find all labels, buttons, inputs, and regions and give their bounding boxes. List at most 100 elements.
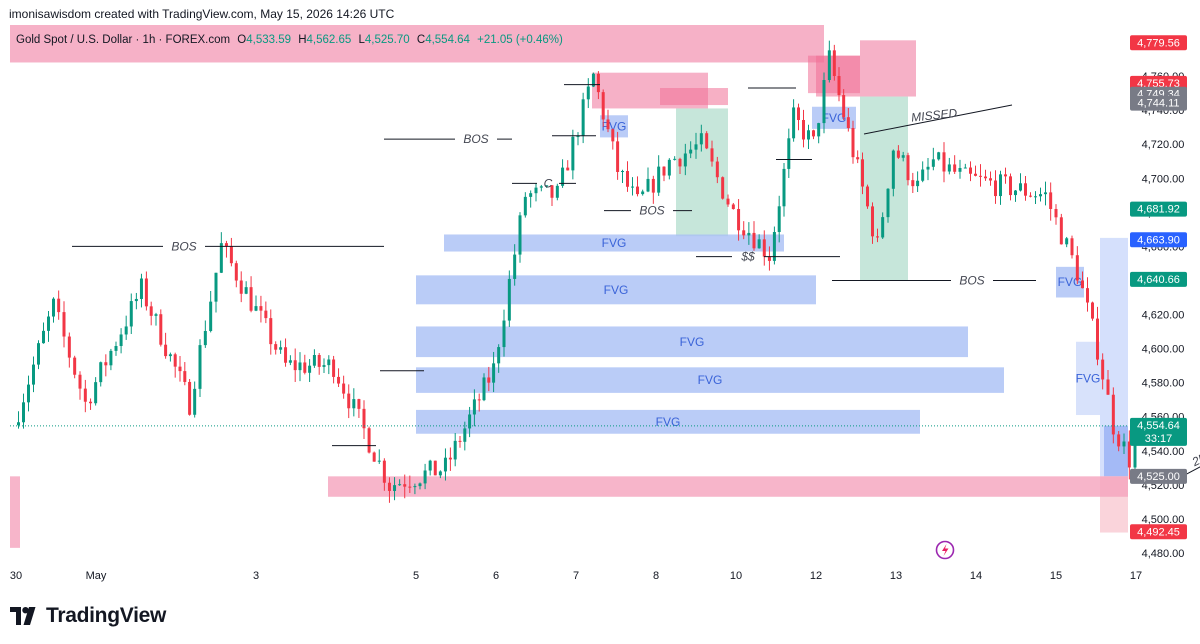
zone-supply-dark-2 [660, 88, 728, 106]
candle-body [367, 428, 371, 453]
candle-body [1054, 208, 1058, 218]
x-tick-label: 12 [810, 570, 822, 582]
candle-body [673, 158, 677, 160]
zone-fvg-11 [416, 275, 816, 305]
price-tag [1130, 468, 1187, 484]
candle-body [1034, 196, 1037, 198]
candle-body [1111, 394, 1115, 435]
candle-body [322, 365, 326, 367]
candle-body [244, 287, 248, 294]
candle-body [846, 117, 850, 129]
candle-body [787, 138, 791, 169]
candle-body [269, 318, 273, 345]
candle-body [477, 399, 481, 401]
candle-body [418, 483, 422, 487]
candle-body [1029, 195, 1032, 197]
x-tick-label: 13 [890, 570, 902, 582]
zone-fvg-10 [444, 234, 784, 252]
candle-body [534, 187, 538, 194]
candle-body [651, 178, 655, 193]
candle-body [124, 326, 128, 335]
candle-body [576, 136, 580, 138]
candle-body [1019, 183, 1022, 191]
zone-label: FVG [656, 415, 681, 429]
candle-body [596, 73, 600, 93]
candle-body [482, 377, 486, 401]
price-tag-label: 4,779.56 [1137, 37, 1180, 49]
candle-body [249, 287, 253, 311]
y-tick-label: 4,540.00 [1142, 446, 1185, 458]
candle-body [259, 306, 263, 311]
candle-body [224, 243, 228, 247]
candle-body [37, 343, 40, 365]
candle-body [683, 153, 687, 167]
replay-lightning-icon[interactable] [935, 540, 955, 560]
price-tag-label: 4,640.66 [1137, 274, 1180, 286]
candle-body [626, 171, 629, 187]
candle-body [408, 486, 412, 488]
candle-body [1133, 439, 1137, 468]
candle-body [721, 177, 725, 199]
candle-body [1096, 318, 1099, 360]
candle-body [83, 388, 87, 402]
low-value: 4,525.70 [365, 34, 410, 46]
candle-body [837, 76, 841, 96]
candle-body [866, 186, 869, 207]
candle-body [891, 150, 895, 189]
attribution-text: imonisawisdom created with TradingView.c… [9, 7, 395, 21]
candle-body [423, 470, 427, 484]
candle-body [999, 174, 1002, 197]
annotation-label: 2ND ENTRY [1189, 426, 1200, 469]
tradingview-brand[interactable]: TradingView [10, 604, 166, 628]
candle-body [555, 185, 559, 198]
candle-body [657, 166, 661, 193]
high-label: H [298, 34, 306, 46]
time-axis[interactable]: 30May3567810121314151719 [10, 570, 1200, 582]
candle-body [539, 186, 543, 188]
candle-body [832, 50, 836, 77]
candle-body [762, 239, 766, 257]
y-tick-label: 4,720.00 [1142, 139, 1185, 151]
candle-body [497, 347, 501, 364]
candle-body [387, 482, 391, 491]
candle-body [901, 155, 905, 158]
svg-text:Gold Spot / U.S. Dollar · 1h ·: Gold Spot / U.S. Dollar · 1h · FOREX.com… [16, 34, 563, 46]
candle-body [747, 232, 751, 236]
candle-body [876, 236, 879, 238]
candle-body [134, 298, 138, 302]
candle-body [1070, 238, 1074, 256]
zone-fvg-14 [416, 409, 920, 434]
candle-body [782, 168, 786, 207]
candle-body [382, 460, 386, 483]
candle-body [178, 366, 182, 372]
zone-label: FVG [822, 111, 847, 125]
price-tag [1130, 524, 1187, 540]
candle-body [817, 123, 821, 137]
open-label: O [237, 34, 246, 46]
candle-body [403, 484, 407, 487]
candle-body [689, 149, 693, 154]
candle-body [443, 457, 447, 472]
candle-body [154, 314, 158, 316]
low-label: L [359, 34, 366, 46]
symbol-legend: Gold Spot / U.S. Dollar · 1h · FOREX.com… [16, 34, 563, 46]
candle-body [239, 280, 243, 294]
candle-body [631, 186, 634, 188]
candle-body [827, 50, 831, 81]
close-label: C [417, 34, 425, 46]
candle-body [984, 176, 987, 179]
candle-body [352, 399, 356, 409]
high-value: 4,562.65 [307, 34, 352, 46]
x-tick-label: 6 [493, 570, 499, 582]
x-tick-label: 8 [653, 570, 659, 582]
candle-body [284, 347, 288, 363]
candle-body [529, 193, 533, 197]
price-tag [1130, 201, 1187, 217]
candle-body [288, 360, 292, 363]
candle-body [433, 460, 437, 476]
candle-body [94, 382, 98, 404]
candle-body [797, 107, 800, 121]
x-tick-label: 10 [730, 570, 742, 582]
price-axis[interactable]: 4,480.004,500.004,520.004,540.004,560.00… [1142, 71, 1185, 560]
